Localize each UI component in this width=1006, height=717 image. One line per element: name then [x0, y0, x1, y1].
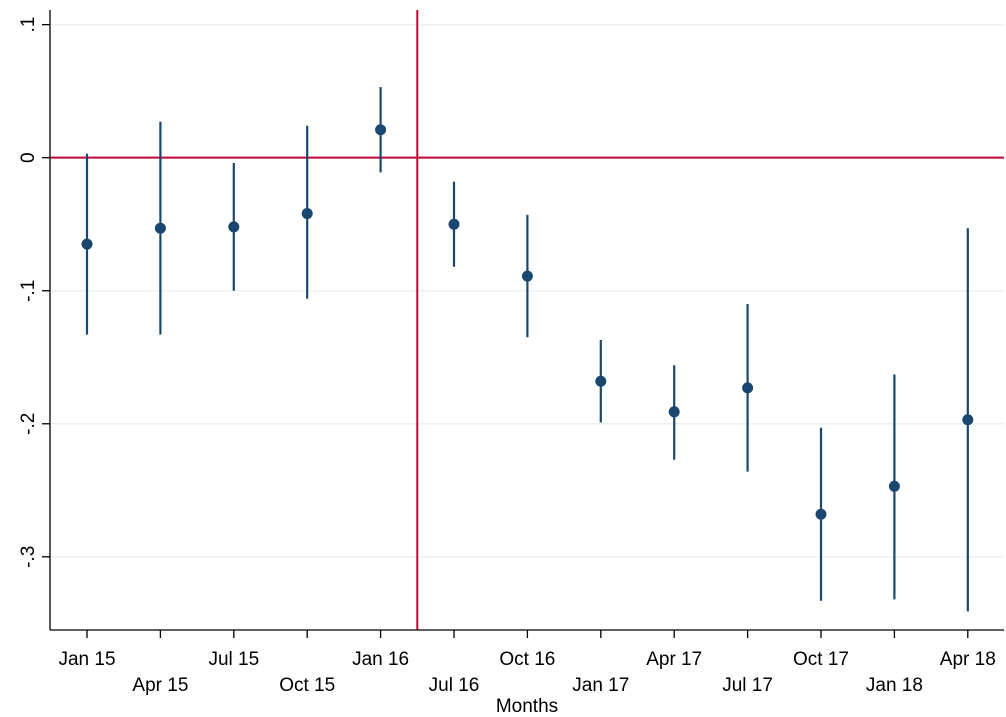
estimate-point	[595, 375, 607, 387]
estimate-point	[962, 414, 974, 426]
x-tick-label: Jul 15	[208, 649, 259, 670]
x-tick-label: Jan 16	[352, 649, 409, 670]
x-axis-title: Months	[496, 696, 558, 717]
x-tick-label: Jan 15	[58, 649, 115, 670]
x-tick-label: Oct 17	[793, 649, 849, 670]
x-tick-label: Apr 17	[646, 649, 702, 670]
estimate-point	[154, 222, 166, 234]
y-tick-label: -.2	[18, 413, 39, 435]
estimate-point	[888, 480, 900, 492]
x-tick-label: Oct 16	[499, 649, 555, 670]
x-tick-label: Oct 15	[279, 675, 335, 696]
y-tick-label: -.3	[18, 546, 39, 568]
y-axis-ticks: .1 0 -.1 -.2 -.3	[18, 17, 50, 568]
estimate-point	[815, 508, 827, 520]
y-tick-label: -.1	[18, 280, 39, 302]
x-tick-label: Jan 18	[866, 675, 923, 696]
estimate-point	[448, 218, 460, 230]
x-tick-label: Jul 17	[722, 675, 773, 696]
estimate-point	[81, 238, 93, 250]
y-tick-label: 0	[18, 152, 39, 163]
y-tick-label: .1	[18, 17, 39, 33]
estimate-point	[668, 406, 680, 418]
x-tick-label: Jul 16	[429, 675, 480, 696]
data-marks	[81, 87, 974, 612]
reference-lines	[50, 10, 1004, 630]
estimate-point	[375, 124, 387, 136]
x-tick-label: Apr 18	[940, 649, 996, 670]
x-tick-label: Jan 17	[572, 675, 629, 696]
estimate-point	[742, 382, 754, 394]
estimate-point	[301, 208, 313, 220]
estimate-point	[228, 221, 240, 233]
x-tick-label: Apr 15	[132, 675, 188, 696]
estimate-point	[521, 270, 533, 282]
x-axis-ticks: Jan 15 Apr 15 Jul 15 Oct 15 Jan 16 Jul 16 Oct …	[58, 630, 996, 696]
